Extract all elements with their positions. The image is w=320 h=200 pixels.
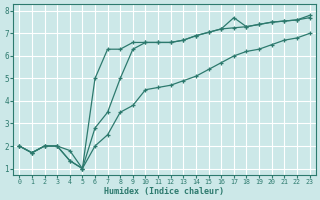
X-axis label: Humidex (Indice chaleur): Humidex (Indice chaleur) — [104, 187, 224, 196]
